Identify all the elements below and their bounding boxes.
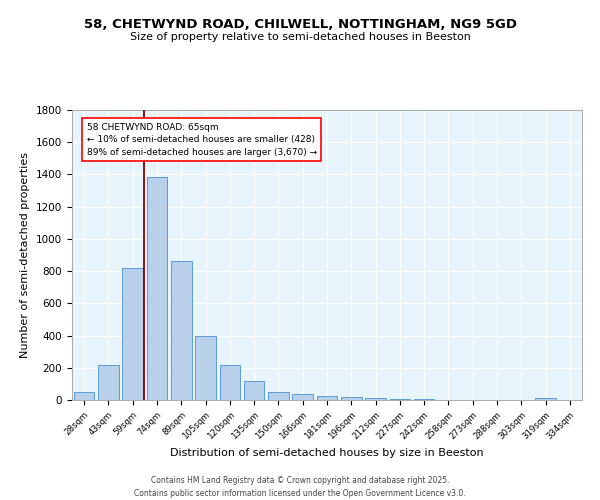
Bar bbox=[365, 398, 386, 400]
Bar bbox=[171, 262, 191, 400]
Y-axis label: Number of semi-detached properties: Number of semi-detached properties bbox=[20, 152, 31, 358]
Bar bbox=[535, 398, 556, 400]
Bar bbox=[317, 396, 337, 400]
Bar bbox=[244, 380, 265, 400]
Bar bbox=[220, 364, 240, 400]
Bar bbox=[195, 336, 216, 400]
X-axis label: Distribution of semi-detached houses by size in Beeston: Distribution of semi-detached houses by … bbox=[170, 448, 484, 458]
Text: 58, CHETWYND ROAD, CHILWELL, NOTTINGHAM, NG9 5GD: 58, CHETWYND ROAD, CHILWELL, NOTTINGHAM,… bbox=[83, 18, 517, 30]
Text: Size of property relative to semi-detached houses in Beeston: Size of property relative to semi-detach… bbox=[130, 32, 470, 42]
Text: 58 CHETWYND ROAD: 65sqm
← 10% of semi-detached houses are smaller (428)
89% of s: 58 CHETWYND ROAD: 65sqm ← 10% of semi-de… bbox=[86, 123, 317, 157]
Bar bbox=[414, 399, 434, 400]
Bar bbox=[122, 268, 143, 400]
Bar bbox=[341, 397, 362, 400]
Bar bbox=[98, 366, 119, 400]
Bar bbox=[389, 399, 410, 400]
Bar bbox=[292, 394, 313, 400]
Bar bbox=[146, 177, 167, 400]
Bar bbox=[268, 392, 289, 400]
Text: Contains HM Land Registry data © Crown copyright and database right 2025.
Contai: Contains HM Land Registry data © Crown c… bbox=[134, 476, 466, 498]
Bar bbox=[74, 392, 94, 400]
